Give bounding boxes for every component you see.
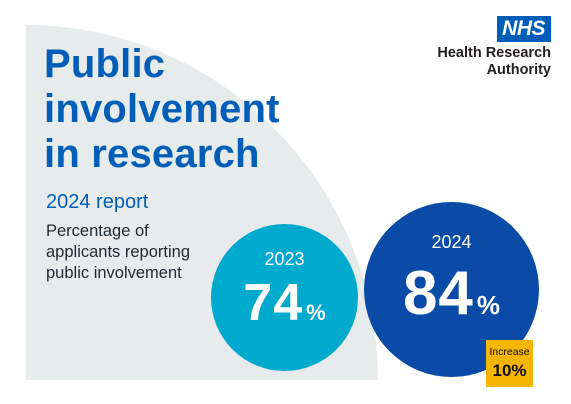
stat-circle-2023: 2023 74% bbox=[211, 224, 358, 371]
title-line-1: Public bbox=[44, 42, 166, 86]
nhs-hra-logo: NHS Health Research Authority bbox=[437, 16, 551, 79]
stat-unit: % bbox=[476, 290, 501, 320]
stat-unit: % bbox=[306, 300, 326, 325]
stat-value: 84% bbox=[364, 260, 539, 328]
increase-label: Increase bbox=[489, 346, 530, 358]
nhs-badge: NHS bbox=[497, 16, 551, 42]
stat-year: 2024 bbox=[431, 232, 472, 252]
metric-description: Percentage of applicants reporting publi… bbox=[46, 222, 191, 282]
increase-badge: Increase 10% bbox=[486, 340, 533, 387]
stat-value: 74% bbox=[211, 274, 358, 332]
stat-year: 2023 bbox=[264, 249, 305, 269]
title-line-2: involvement bbox=[44, 87, 280, 131]
org-name-line-1: Health Research bbox=[437, 45, 551, 61]
stat-number: 74 bbox=[243, 274, 304, 332]
increase-value: 10% bbox=[492, 361, 527, 380]
report-year-subtitle: 2024 report bbox=[46, 191, 149, 213]
org-name-line-2: Authority bbox=[486, 62, 551, 78]
stat-number: 84 bbox=[402, 259, 474, 328]
page-title: Public involvement in research bbox=[44, 42, 374, 177]
title-line-3: in research bbox=[44, 132, 260, 176]
organisation-name: Health Research Authority bbox=[437, 45, 551, 79]
